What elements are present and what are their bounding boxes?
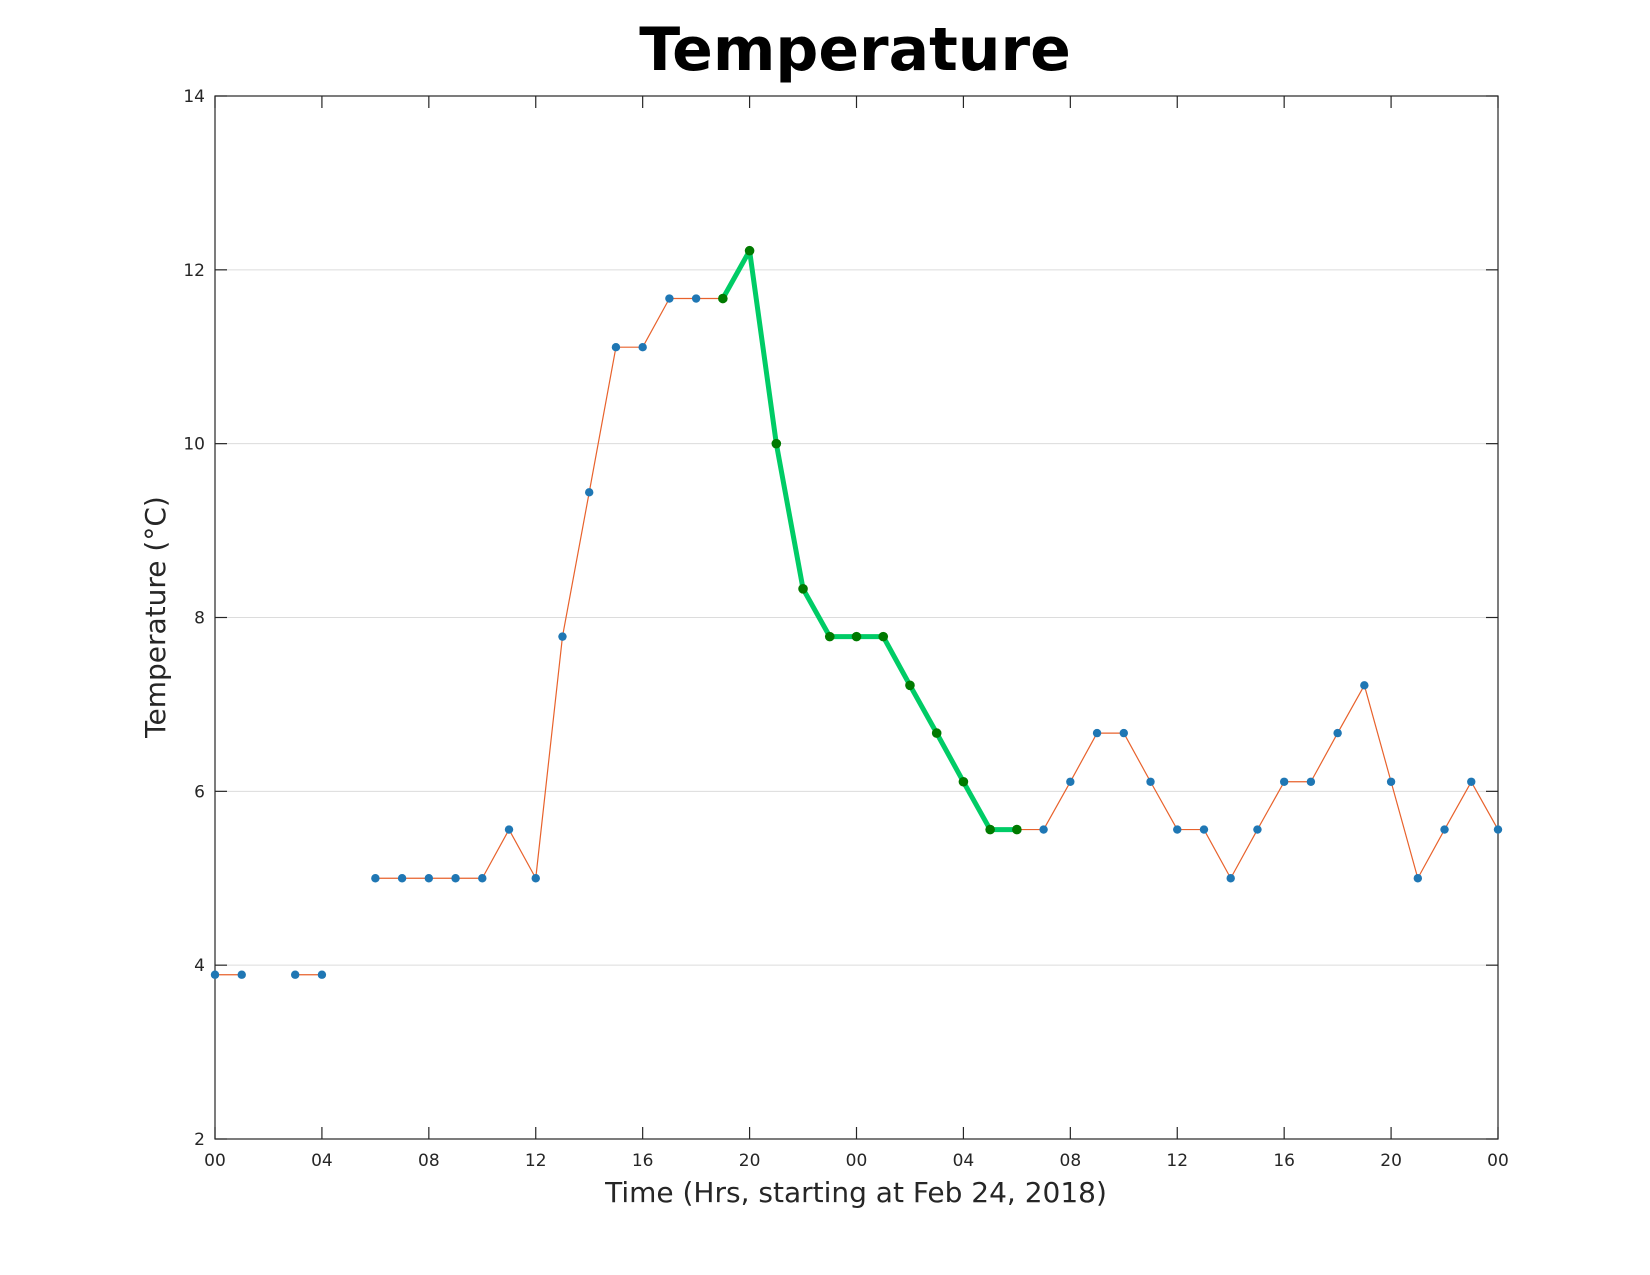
data-point (424, 874, 434, 883)
data-point (611, 342, 621, 352)
data-point (1066, 777, 1075, 786)
x-tick-label: 12 (1166, 1151, 1188, 1171)
data-point (1226, 874, 1235, 883)
data-point (1413, 874, 1423, 883)
data-point (638, 342, 647, 352)
data-point (905, 680, 915, 691)
x-tick-label: 00 (846, 1151, 868, 1171)
data-point (1467, 777, 1476, 786)
data-point (397, 874, 407, 883)
data-point (371, 874, 380, 883)
data-point (317, 970, 327, 979)
data-point (771, 438, 782, 449)
data-point (691, 294, 701, 303)
data-point (451, 874, 460, 883)
data-point (1199, 825, 1209, 834)
data-point (1146, 777, 1155, 786)
x-tick-label: 12 (525, 1151, 547, 1171)
x-tick-label: 04 (953, 1151, 975, 1171)
data-point (1493, 825, 1503, 834)
data-point (1440, 825, 1449, 834)
data-point (585, 488, 594, 497)
data-point (878, 631, 889, 642)
gridlines (215, 269, 1498, 966)
y-tick-label: 4 (194, 956, 205, 976)
chart-title: Temperature (639, 15, 1071, 85)
data-point (1253, 825, 1262, 834)
y-tick-label: 6 (194, 782, 205, 802)
data-point (1333, 728, 1342, 738)
data-point (558, 632, 567, 641)
data-point (985, 824, 995, 835)
x-tick-labels: 00 04 08 12 16 20 00 04 08 12 16 20 00 (204, 1151, 1509, 1171)
y-tick-label: 8 (194, 609, 205, 629)
data-point (478, 874, 487, 883)
x-tick-label: 00 (204, 1151, 226, 1171)
data-point (744, 245, 755, 256)
x-tick-label: 20 (739, 1151, 761, 1171)
x-tick-label: 16 (1273, 1151, 1295, 1171)
x-tick-label: 08 (1060, 1151, 1082, 1171)
data-point (1092, 728, 1102, 738)
axis-ticks (214, 95, 1499, 1140)
y-tick-label: 2 (194, 1130, 205, 1150)
data-point (210, 970, 220, 979)
data-point (1279, 777, 1289, 786)
x-tick-label: 04 (311, 1151, 333, 1171)
y-tick-labels: 2 4 6 8 10 12 14 (183, 87, 205, 1150)
data-series (210, 245, 1503, 979)
data-point (851, 631, 862, 642)
data-point (1039, 825, 1048, 834)
x-tick-label: 00 (1487, 1151, 1509, 1171)
y-axis-label: Temperature (°C) (139, 496, 172, 739)
data-point (531, 874, 540, 883)
data-point (798, 584, 808, 594)
data-point (290, 970, 300, 979)
data-point (1173, 825, 1182, 834)
x-tick-label: 08 (418, 1151, 440, 1171)
x-tick-label: 16 (632, 1151, 654, 1171)
x-axis-label: Time (Hrs, starting at Feb 24, 2018) (604, 1176, 1107, 1209)
data-point (1360, 681, 1369, 690)
data-point (665, 294, 674, 303)
y-tick-label: 10 (183, 435, 205, 455)
data-point (824, 631, 835, 642)
data-point (1119, 728, 1128, 738)
data-point (718, 293, 728, 304)
series-2 (718, 245, 1022, 835)
data-point (1306, 777, 1316, 786)
data-point (1386, 777, 1396, 786)
x-tick-label: 20 (1380, 1151, 1402, 1171)
data-point (1012, 824, 1022, 835)
data-point (504, 825, 514, 834)
data-point (931, 728, 942, 738)
y-tick-label: 12 (183, 261, 205, 281)
data-point (958, 776, 969, 787)
series-line (720, 248, 1020, 833)
y-tick-label: 14 (183, 87, 205, 107)
data-point (237, 970, 246, 979)
